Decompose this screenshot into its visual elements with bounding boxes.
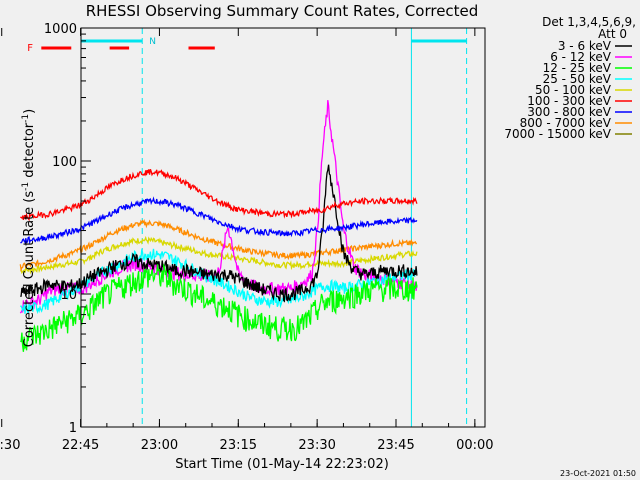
legend-label-1: 6 - 12 keV [550, 50, 612, 64]
y-tick-label: 1 [69, 421, 77, 436]
x-tick-label: 22:30 [0, 438, 20, 453]
y-axis-label-sup1: -1 [21, 182, 31, 191]
legend-label-6: 300 - 800 keV [527, 105, 611, 119]
x-tick-label: 23:30 [298, 438, 335, 453]
legend-label-2: 12 - 25 keV [543, 61, 612, 75]
y-axis-label-mid: detector [22, 122, 37, 182]
y-axis-label: Corrected Count Rate (s-1 detector-1) [21, 109, 37, 347]
series-group [19, 100, 418, 352]
legend-label-3: 25 - 50 keV [543, 72, 612, 86]
series-line-6 [20, 196, 418, 245]
legend-label-5: 100 - 300 keV [527, 94, 611, 108]
plot-frame [80, 27, 486, 428]
y-axis-label-sup2: -1 [21, 114, 31, 123]
x-tick-label: 23:15 [220, 438, 257, 453]
legend-label-4: 50 - 100 keV [535, 83, 612, 97]
x-axis: 22:30 22:45 23:00 23:15 23:30 23:45 00:00 [0, 28, 494, 453]
x-tick-label: 00:00 [456, 438, 493, 453]
legend-label-0: 3 - 6 keV [558, 39, 612, 53]
x-tick-label: 23:45 [377, 438, 414, 453]
flare-flag-label: F [27, 43, 33, 54]
y-tick-label: 10 [60, 288, 77, 303]
x-tick-label: 22:45 [62, 438, 99, 453]
y-axis-label-end: ) [22, 109, 37, 114]
y-axis-label-main: Corrected Count Rate (s [22, 191, 37, 348]
y-axis: 1 10 100 1000 [44, 22, 91, 436]
chart-title: RHESSI Observing Summary Count Rates, Co… [86, 2, 479, 20]
x-axis-label: Start Time (01-May-14 22:23:02) [175, 457, 389, 472]
legend-label-8: 7000 - 15000 keV [504, 127, 611, 141]
y-tick-label: 100 [52, 155, 77, 170]
legend-header-2: Att 0 [598, 27, 627, 41]
series-line-2 [20, 262, 418, 352]
series-line-4 [20, 235, 418, 275]
legend-header-1: Det 1,3,4,5,6,9, [542, 15, 636, 29]
series-line-7 [19, 218, 418, 273]
series-line-0 [20, 164, 418, 303]
timestamp: 23-Oct-2021 01:50 [560, 469, 636, 478]
saa-label: N [149, 37, 156, 47]
series-line-5 [20, 168, 418, 222]
x-tick-label: 23:00 [141, 438, 178, 453]
y-tick-label: 1000 [44, 22, 77, 37]
legend-label-7: 800 - 7000 keV [520, 116, 612, 130]
